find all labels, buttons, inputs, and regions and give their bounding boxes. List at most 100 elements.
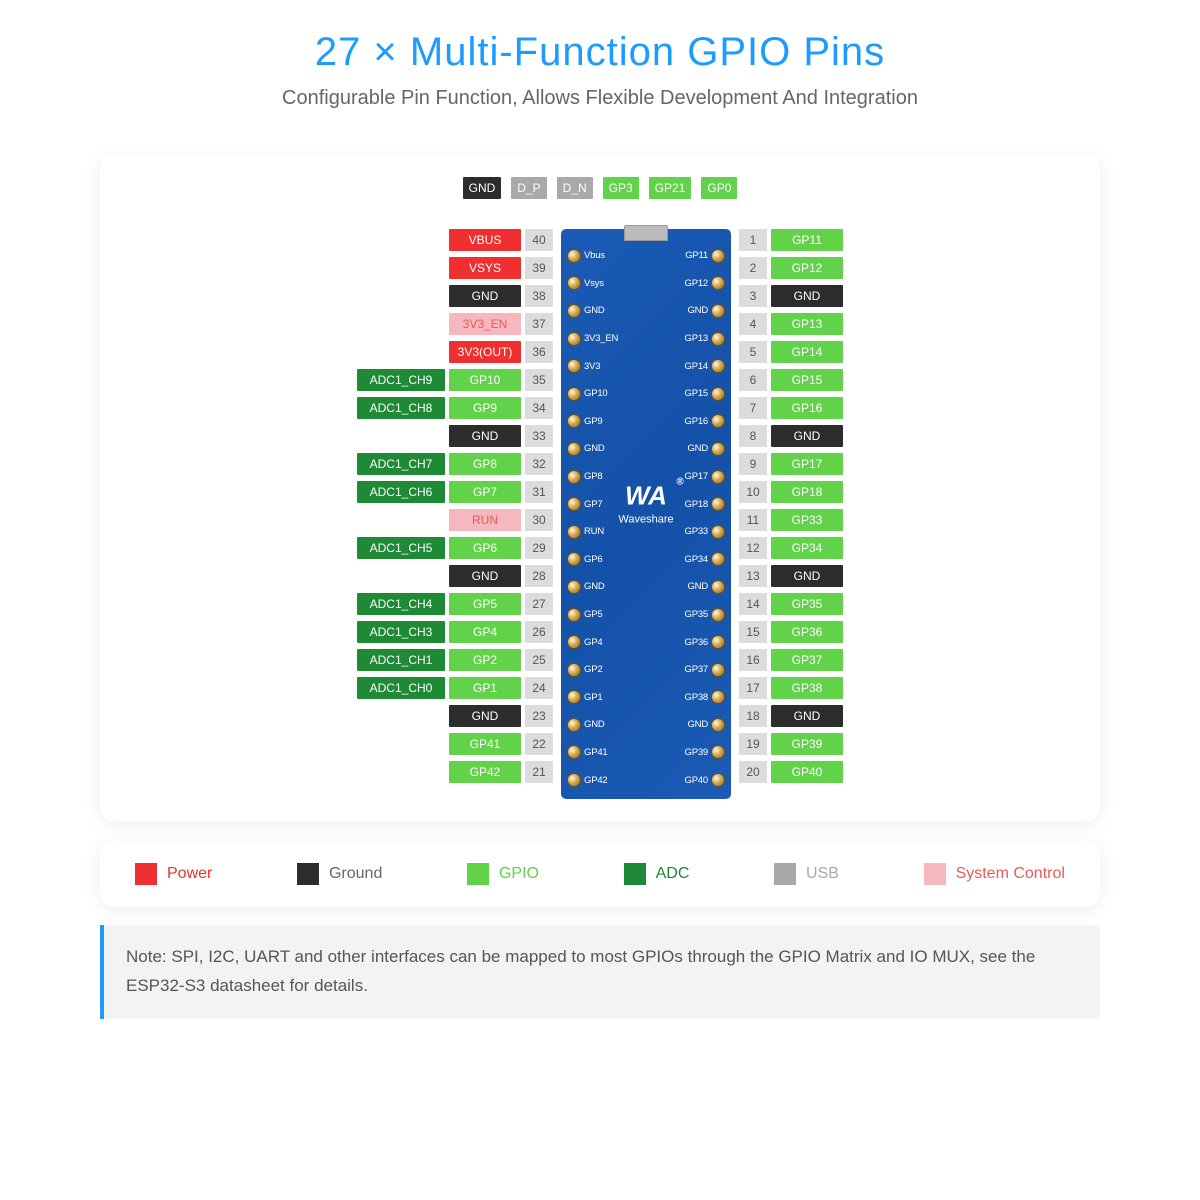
pin-row: 17GP38: [739, 677, 843, 699]
pin-row: 5GP14: [739, 341, 843, 363]
pin-hole-icon: [711, 304, 725, 318]
pin-row: 11GP33: [739, 509, 843, 531]
board-pin-label: GP17: [685, 471, 709, 482]
pin-row: ADC1_CH8GP934: [357, 397, 553, 419]
pin-label-primary: GP1: [449, 677, 521, 699]
pin-label-secondary: ADC1_CH1: [357, 649, 445, 671]
pcb-board: VbusVsysGND3V3_EN3V3GP10GP9GNDGP8GP7RUNG…: [561, 229, 731, 799]
pin-row: GND33: [357, 425, 553, 447]
board-pin: Vbus: [567, 245, 618, 267]
board-pin: GP2: [567, 659, 618, 681]
pin-label-primary: GP39: [771, 733, 843, 755]
board-pin-label: GP34: [685, 554, 709, 565]
board-pin-label: GND: [687, 581, 708, 592]
pin-label-primary: GP42: [449, 761, 521, 783]
usb-connector: [624, 225, 668, 241]
pin-label-secondary: ADC1_CH3: [357, 621, 445, 643]
pin-label-primary: GP41: [449, 733, 521, 755]
board-pin-label: GP9: [584, 416, 602, 427]
pin-label-primary: GP12: [771, 257, 843, 279]
board-pin: GP16: [685, 411, 726, 433]
board-pin: GP38: [685, 687, 726, 709]
legend-swatch: [467, 863, 489, 885]
board-pin: GND: [567, 576, 618, 598]
legend-swatch: [624, 863, 646, 885]
board-pin-label: GP2: [584, 664, 602, 675]
pin-row: 16GP37: [739, 649, 843, 671]
pin-hole-icon: [711, 359, 725, 373]
board-pin: GP42: [567, 769, 618, 791]
board-pin-label: 3V3: [584, 361, 600, 372]
pin-label-secondary: ADC1_CH5: [357, 537, 445, 559]
pin-hole-icon: [567, 690, 581, 704]
pin-row: 7GP16: [739, 397, 843, 419]
pin-number: 35: [525, 369, 553, 391]
board-pin-label: GP5: [584, 609, 602, 620]
pin-number: 14: [739, 593, 767, 615]
pin-row: 20GP40: [739, 761, 843, 783]
pin-label-primary: GP33: [771, 509, 843, 531]
pin-hole-icon: [711, 663, 725, 677]
legend-label: USB: [806, 865, 839, 883]
pin-label-primary: GND: [449, 285, 521, 307]
pin-label-primary: GP36: [771, 621, 843, 643]
pin-hole-icon: [567, 773, 581, 787]
pin-number: 6: [739, 369, 767, 391]
pin-number: 3: [739, 285, 767, 307]
pin-hole-icon: [567, 470, 581, 484]
pin-hole-icon: [567, 304, 581, 318]
legend-label: ADC: [656, 865, 690, 883]
pin-number: 5: [739, 341, 767, 363]
board-pin: GP8: [567, 466, 618, 488]
legend-item-sysctrl: System Control: [924, 863, 1065, 885]
pin-number: 33: [525, 425, 553, 447]
pin-number: 9: [739, 453, 767, 475]
board-pin-label: GP41: [584, 747, 608, 758]
board-pin: GP5: [567, 604, 618, 626]
note-bar: Note: SPI, I2C, UART and other interface…: [100, 925, 1100, 1019]
pin-number: 24: [525, 677, 553, 699]
board-pin-label: GND: [584, 443, 605, 454]
pin-label-secondary: ADC1_CH0: [357, 677, 445, 699]
pin-label-primary: GP34: [771, 537, 843, 559]
pin-number: 36: [525, 341, 553, 363]
pin-label-primary: GND: [771, 425, 843, 447]
board-pin-label: GP10: [584, 388, 608, 399]
pin-label-primary: GP10: [449, 369, 521, 391]
pin-row: 13GND: [739, 565, 843, 587]
pin-label-primary: GP9: [449, 397, 521, 419]
pin-number: 29: [525, 537, 553, 559]
pin-label-primary: GP14: [771, 341, 843, 363]
board-pin: GP4: [567, 631, 618, 653]
pin-hole-icon: [711, 690, 725, 704]
board-pin: GP41: [567, 742, 618, 764]
pin-number: 39: [525, 257, 553, 279]
pin-hole-icon: [711, 442, 725, 456]
pin-number: 34: [525, 397, 553, 419]
pin-number: 22: [525, 733, 553, 755]
pin-number: 1: [739, 229, 767, 251]
board-pin: GND: [567, 714, 618, 736]
pin-row: GND28: [357, 565, 553, 587]
pin-number: 4: [739, 313, 767, 335]
board-pin-label: GP14: [685, 361, 709, 372]
board-pin: RUN: [567, 521, 618, 543]
board-pin-label: GP7: [584, 499, 602, 510]
pinout-diagram: GNDD_PD_NGP3GP21GP0 VBUS40VSYS39GND383V3…: [100, 155, 1100, 821]
pin-number: 13: [739, 565, 767, 587]
board-pin: GND: [567, 438, 618, 460]
pin-number: 2: [739, 257, 767, 279]
pin-row: ADC1_CH7GP832: [357, 453, 553, 475]
pin-hole-icon: [567, 359, 581, 373]
legend-label: GPIO: [499, 865, 539, 883]
board-pin: GP39: [685, 742, 726, 764]
pin-row: ADC1_CH6GP731: [357, 481, 553, 503]
pin-number: 32: [525, 453, 553, 475]
pin-hole-icon: [711, 249, 725, 263]
pin-hole-icon: [711, 414, 725, 428]
pin-number: 37: [525, 313, 553, 335]
board-pin: GP37: [685, 659, 726, 681]
legend-item-gpio: GPIO: [467, 863, 539, 885]
pin-hole-icon: [567, 608, 581, 622]
board-pin: GP15: [685, 383, 726, 405]
